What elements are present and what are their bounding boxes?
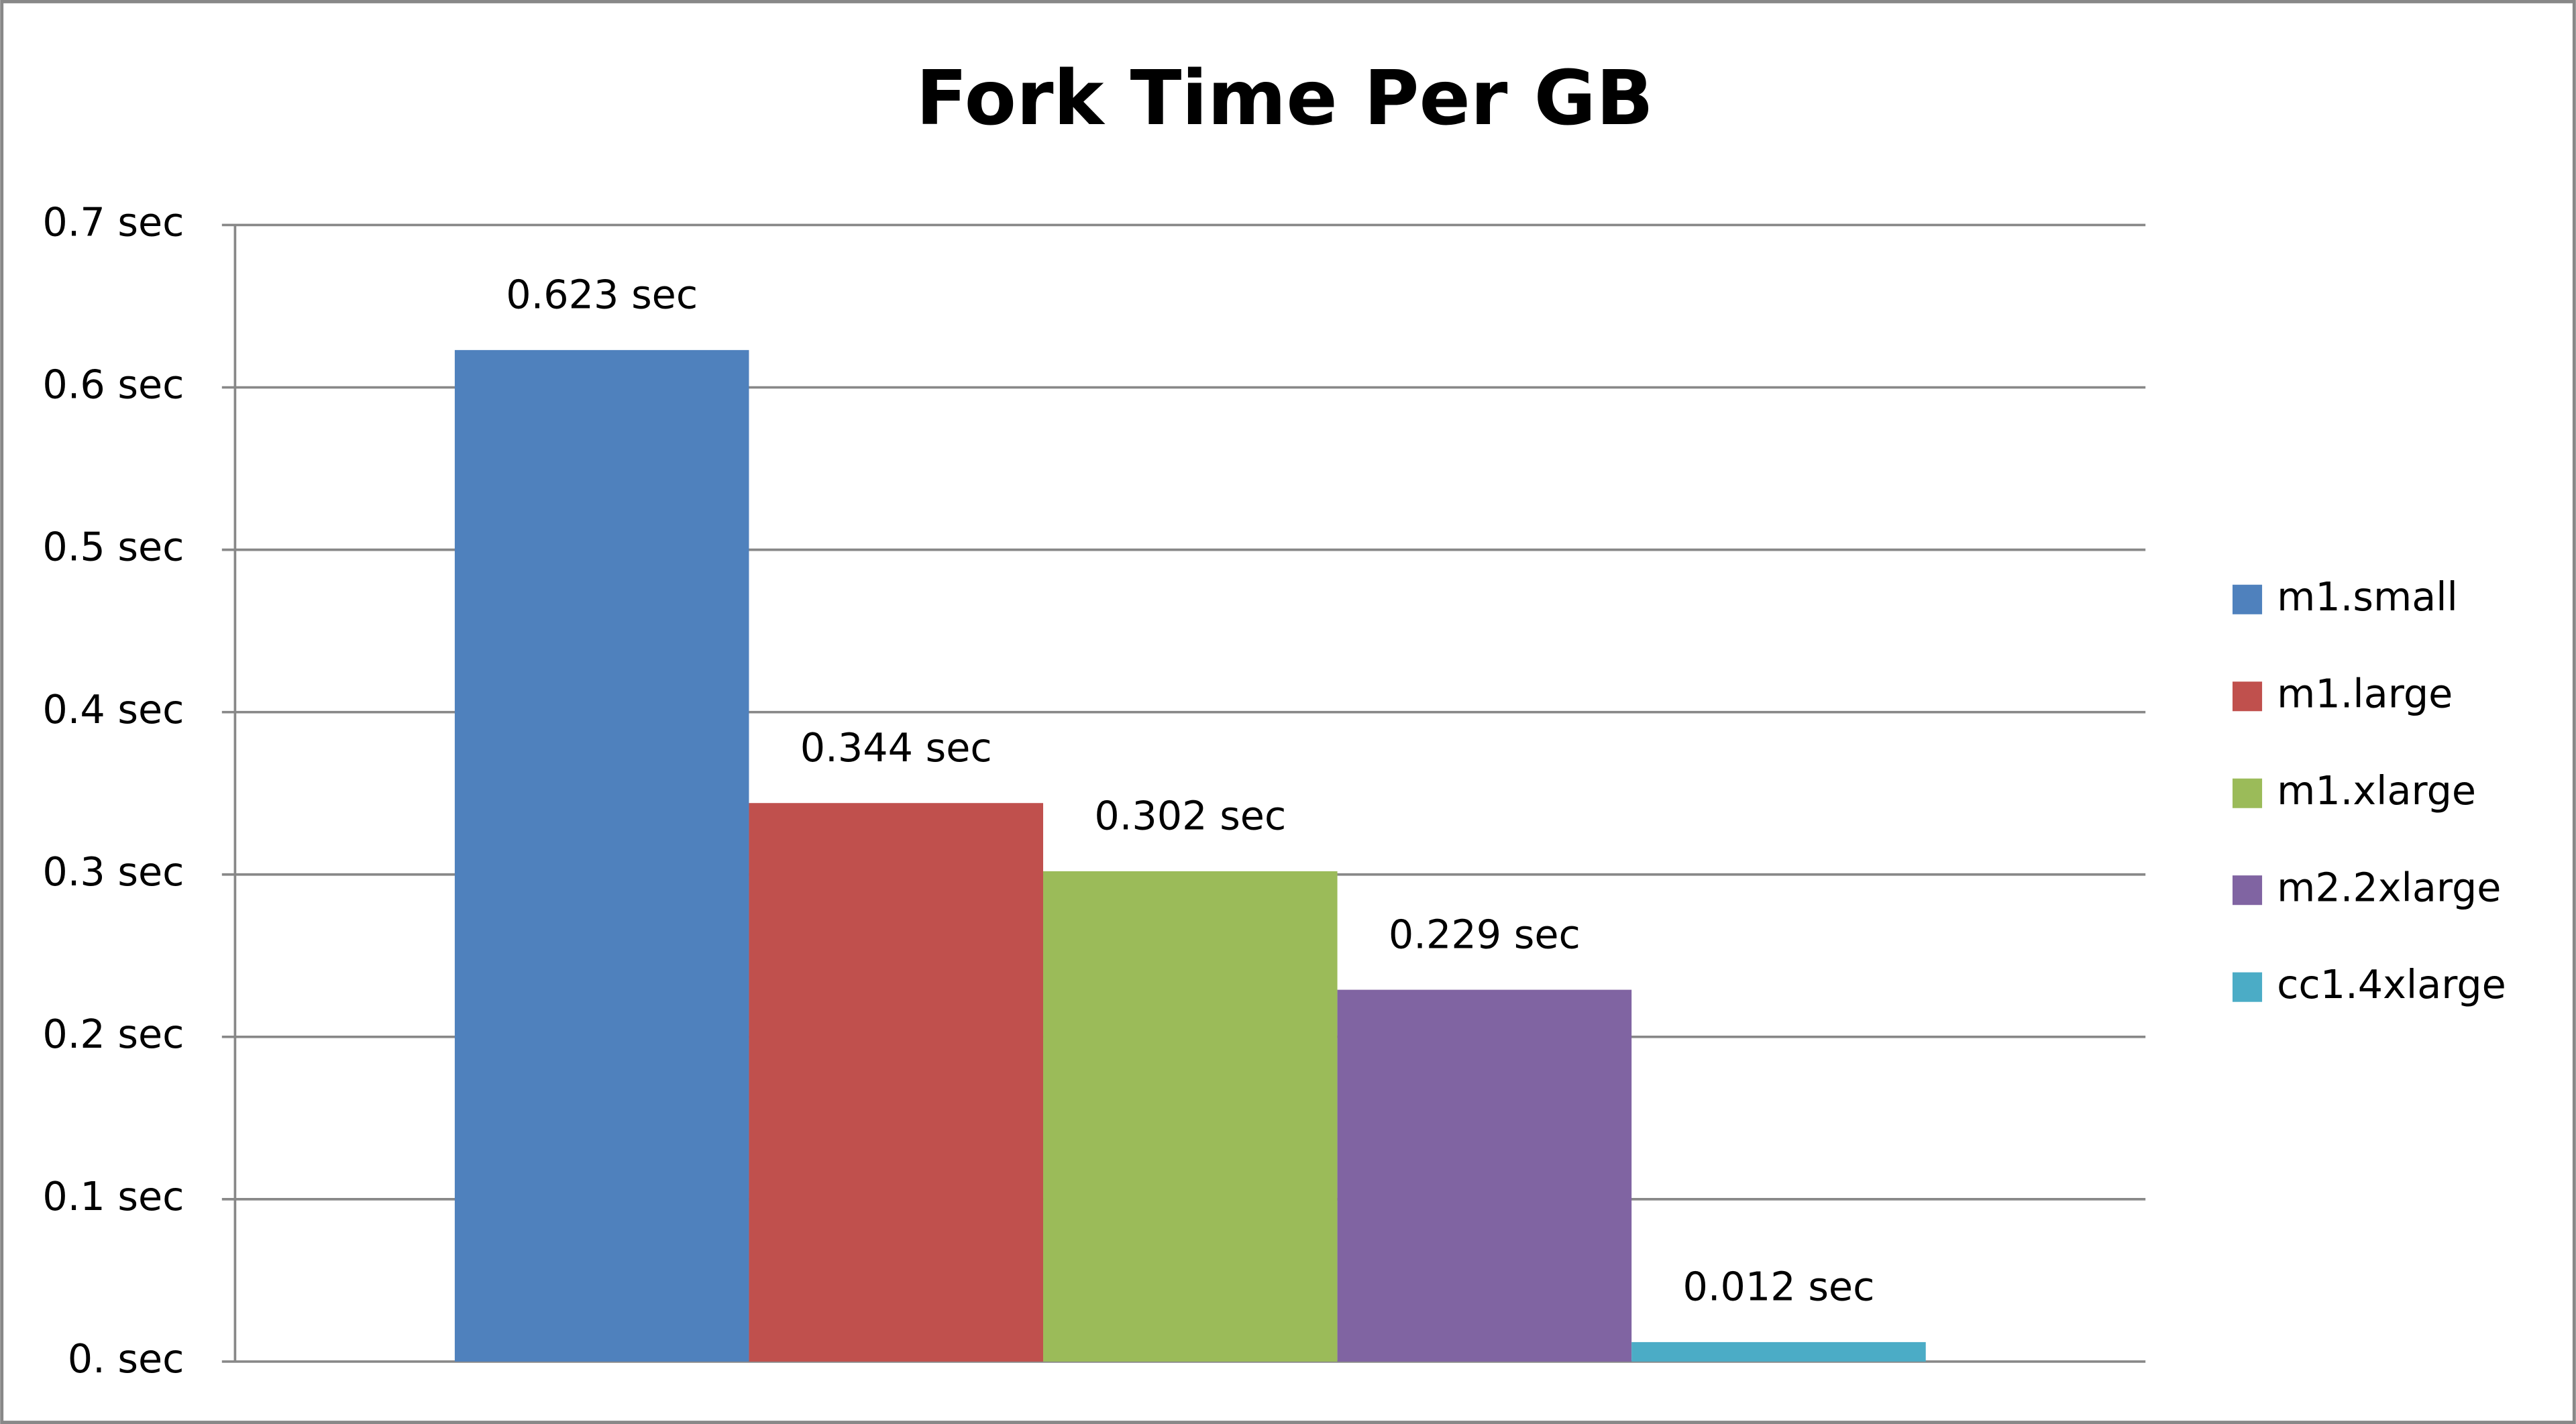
chart-title: Fork Time Per GB [916,54,1654,142]
y-tick-label: 0.4 sec [42,686,184,732]
value-label: 0.302 sec [1094,793,1286,839]
bar [749,803,1044,1362]
y-tick-label: 0.1 sec [42,1173,184,1219]
legend-label: cc1.4xlarge [2277,961,2506,1007]
legend-swatch [2232,972,2263,1002]
value-label: 0.344 sec [800,724,992,771]
y-tick-label: 0. sec [68,1335,184,1382]
legend-label: m1.xlarge [2277,767,2476,814]
value-label: 0.229 sec [1389,911,1580,957]
legend-swatch [2232,875,2263,906]
value-label: 0.623 sec [506,272,698,318]
y-tick-label: 0.6 sec [42,362,184,408]
legend-label: m1.large [2277,670,2453,716]
y-tick-label: 0.2 sec [42,1011,184,1057]
legend-swatch [2232,778,2263,808]
y-tick-label: 0.5 sec [42,524,184,570]
bar [1043,871,1338,1362]
y-tick-label: 0.3 sec [42,848,184,895]
y-tick-label: 0.7 sec [42,199,184,245]
bar [1337,989,1632,1362]
legend-label: m2.2xlarge [2277,864,2501,910]
bar [454,349,749,1362]
legend-swatch [2232,681,2263,712]
legend-label: m1.small [2277,573,2458,620]
bar [1631,1341,1926,1362]
legend-swatch [2232,584,2263,614]
value-label: 0.012 sec [1682,1264,1874,1310]
